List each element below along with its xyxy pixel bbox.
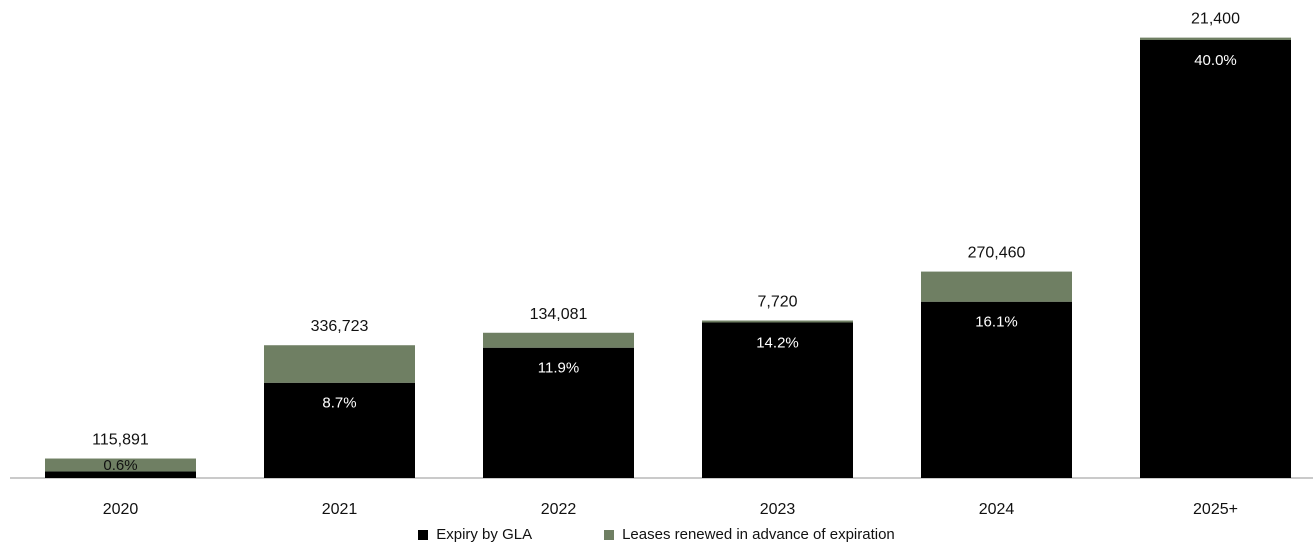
legend-swatch-renewed (604, 530, 615, 540)
bar-percent-label-2023: 14.2% (756, 335, 799, 352)
bar-percent-label-2022: 11.9% (538, 360, 579, 377)
bar-percent-label-2025+: 40.0% (1194, 52, 1237, 69)
legend-label-renewed: Leases renewed in advance of expiration (622, 526, 895, 543)
bar-total-label-2025+: 21,400 (1191, 11, 1240, 28)
x-tick-label-2020: 2020 (103, 501, 139, 518)
bar-total-label-2021: 336,723 (311, 318, 369, 335)
bar-renewed-2025+ (1140, 37, 1291, 40)
bar-percent-label-2021: 8.7% (322, 395, 356, 412)
bar-expiry-2024 (921, 301, 1072, 478)
bar-expiry-2023 (702, 322, 853, 478)
bar-expiry-2025+ (1140, 40, 1291, 478)
legend: Expiry by GLA Leases renewed in advance … (0, 526, 1313, 544)
stacked-bar-chart: 115,891 0.6% 2020 336,723 8.7% 2021 134,081 11.… (10, 11, 1313, 518)
legend-item-expiry: Expiry by GLA (418, 526, 532, 544)
legend-swatch-expiry (418, 530, 429, 540)
x-tick-label-2022: 2022 (541, 501, 577, 518)
x-tick-label-2021: 2021 (322, 501, 358, 518)
bar-total-label-2020: 115,891 (92, 432, 149, 449)
bar-renewed-2022 (483, 332, 634, 348)
bar-expiry-2021 (264, 382, 415, 478)
bar-renewed-2023 (702, 320, 853, 323)
x-tick-label-2024: 2024 (979, 501, 1015, 518)
bar-renewed-2021 (264, 345, 415, 383)
legend-label-expiry: Expiry by GLA (436, 526, 533, 543)
x-tick-label-2023: 2023 (760, 501, 796, 518)
bar-expiry-2020 (45, 471, 196, 478)
bar-percent-label-2024: 16.1% (975, 314, 1018, 331)
bar-total-label-2024: 270,460 (968, 245, 1026, 262)
bar-renewed-2020 (45, 458, 196, 472)
bar-total-label-2023: 7,720 (757, 294, 797, 311)
x-tick-label-2025+: 2025+ (1193, 501, 1238, 518)
bar-expiry-2022 (483, 347, 634, 478)
bar-total-label-2022: 134,081 (530, 306, 588, 323)
bar-renewed-2024 (921, 271, 1072, 302)
bar-percent-label-2020: 0.6% (103, 457, 137, 474)
legend-item-renewed: Leases renewed in advance of expiration (604, 526, 895, 544)
